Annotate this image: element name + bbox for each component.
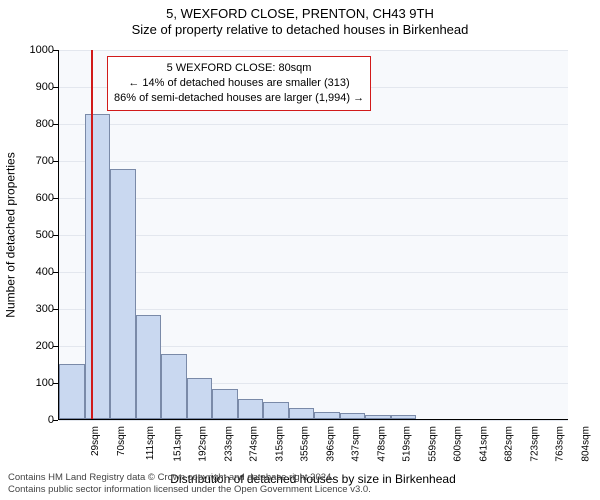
y-tick-label: 700	[14, 155, 54, 167]
x-tick-label: 151sqm	[172, 426, 183, 462]
annotation-line3: 86% of semi-detached houses are larger (…	[114, 91, 364, 106]
y-tick-mark	[53, 50, 58, 51]
y-tick-mark	[53, 383, 58, 384]
annotation-line2: ← 14% of detached houses are smaller (31…	[114, 76, 364, 91]
x-tick-label: 70sqm	[116, 426, 127, 456]
y-tick-mark	[53, 161, 58, 162]
x-tick-label: 355sqm	[300, 426, 311, 462]
annotation-box: 5 WEXFORD CLOSE: 80sqm← 14% of detached …	[107, 56, 371, 111]
histogram-bar	[263, 402, 289, 419]
y-tick-label: 800	[14, 118, 54, 130]
x-tick-label: 723sqm	[529, 426, 540, 462]
x-tick-label: 641sqm	[478, 426, 489, 462]
histogram-bar	[136, 315, 162, 419]
chart-plot-area: 5 WEXFORD CLOSE: 80sqm← 14% of detached …	[58, 50, 568, 420]
histogram-bar	[110, 169, 136, 419]
x-tick-label: 600sqm	[453, 426, 464, 462]
y-tick-label: 0	[14, 414, 54, 426]
x-tick-label: 478sqm	[376, 426, 387, 462]
histogram-bar	[238, 399, 264, 419]
x-tick-label: 233sqm	[223, 426, 234, 462]
footer-line-2: Contains public sector information licen…	[8, 484, 371, 496]
y-tick-mark	[53, 346, 58, 347]
y-tick-mark	[53, 235, 58, 236]
x-tick-label: 315sqm	[274, 426, 285, 462]
y-tick-mark	[53, 87, 58, 88]
histogram-bar	[365, 415, 391, 419]
marker-line	[91, 50, 93, 419]
gridline	[59, 161, 568, 162]
footer: Contains HM Land Registry data © Crown c…	[8, 472, 371, 496]
y-tick-label: 1000	[14, 44, 54, 56]
y-tick-label: 200	[14, 340, 54, 352]
y-tick-label: 300	[14, 303, 54, 315]
y-tick-mark	[53, 309, 58, 310]
x-tick-label: 763sqm	[555, 426, 566, 462]
histogram-bar	[289, 408, 315, 419]
histogram-bar	[59, 364, 85, 420]
histogram-bar	[340, 413, 366, 419]
y-tick-mark	[53, 272, 58, 273]
x-tick-label: 192sqm	[198, 426, 209, 462]
chart-root: 5, WEXFORD CLOSE, PRENTON, CH43 9TH Size…	[0, 0, 600, 500]
y-tick-label: 500	[14, 229, 54, 241]
histogram-bar	[187, 378, 213, 419]
y-tick-label: 600	[14, 192, 54, 204]
x-tick-label: 29sqm	[90, 426, 101, 456]
x-tick-label: 111sqm	[145, 426, 156, 460]
footer-line-1: Contains HM Land Registry data © Crown c…	[8, 472, 371, 484]
x-tick-label: 437sqm	[351, 426, 362, 462]
y-tick-label: 400	[14, 266, 54, 278]
histogram-bar	[314, 412, 340, 419]
annotation-line1: 5 WEXFORD CLOSE: 80sqm	[114, 61, 364, 76]
histogram-bar	[391, 415, 417, 419]
histogram-bar	[161, 354, 187, 419]
title-line-2: Size of property relative to detached ho…	[0, 22, 600, 38]
gridline	[59, 50, 568, 51]
gridline	[59, 420, 568, 421]
y-tick-mark	[53, 420, 58, 421]
x-tick-label: 396sqm	[325, 426, 336, 462]
y-tick-label: 900	[14, 81, 54, 93]
x-tick-label: 682sqm	[504, 426, 515, 462]
title-line-1: 5, WEXFORD CLOSE, PRENTON, CH43 9TH	[0, 6, 600, 22]
y-tick-label: 100	[14, 377, 54, 389]
x-tick-label: 274sqm	[249, 426, 260, 462]
y-tick-mark	[53, 198, 58, 199]
x-tick-label: 559sqm	[427, 426, 438, 462]
y-tick-mark	[53, 124, 58, 125]
x-tick-label: 804sqm	[580, 426, 591, 462]
histogram-bar	[212, 389, 238, 419]
title-block: 5, WEXFORD CLOSE, PRENTON, CH43 9TH Size…	[0, 0, 600, 39]
x-tick-label: 519sqm	[402, 426, 413, 462]
gridline	[59, 124, 568, 125]
histogram-bar	[85, 114, 111, 419]
